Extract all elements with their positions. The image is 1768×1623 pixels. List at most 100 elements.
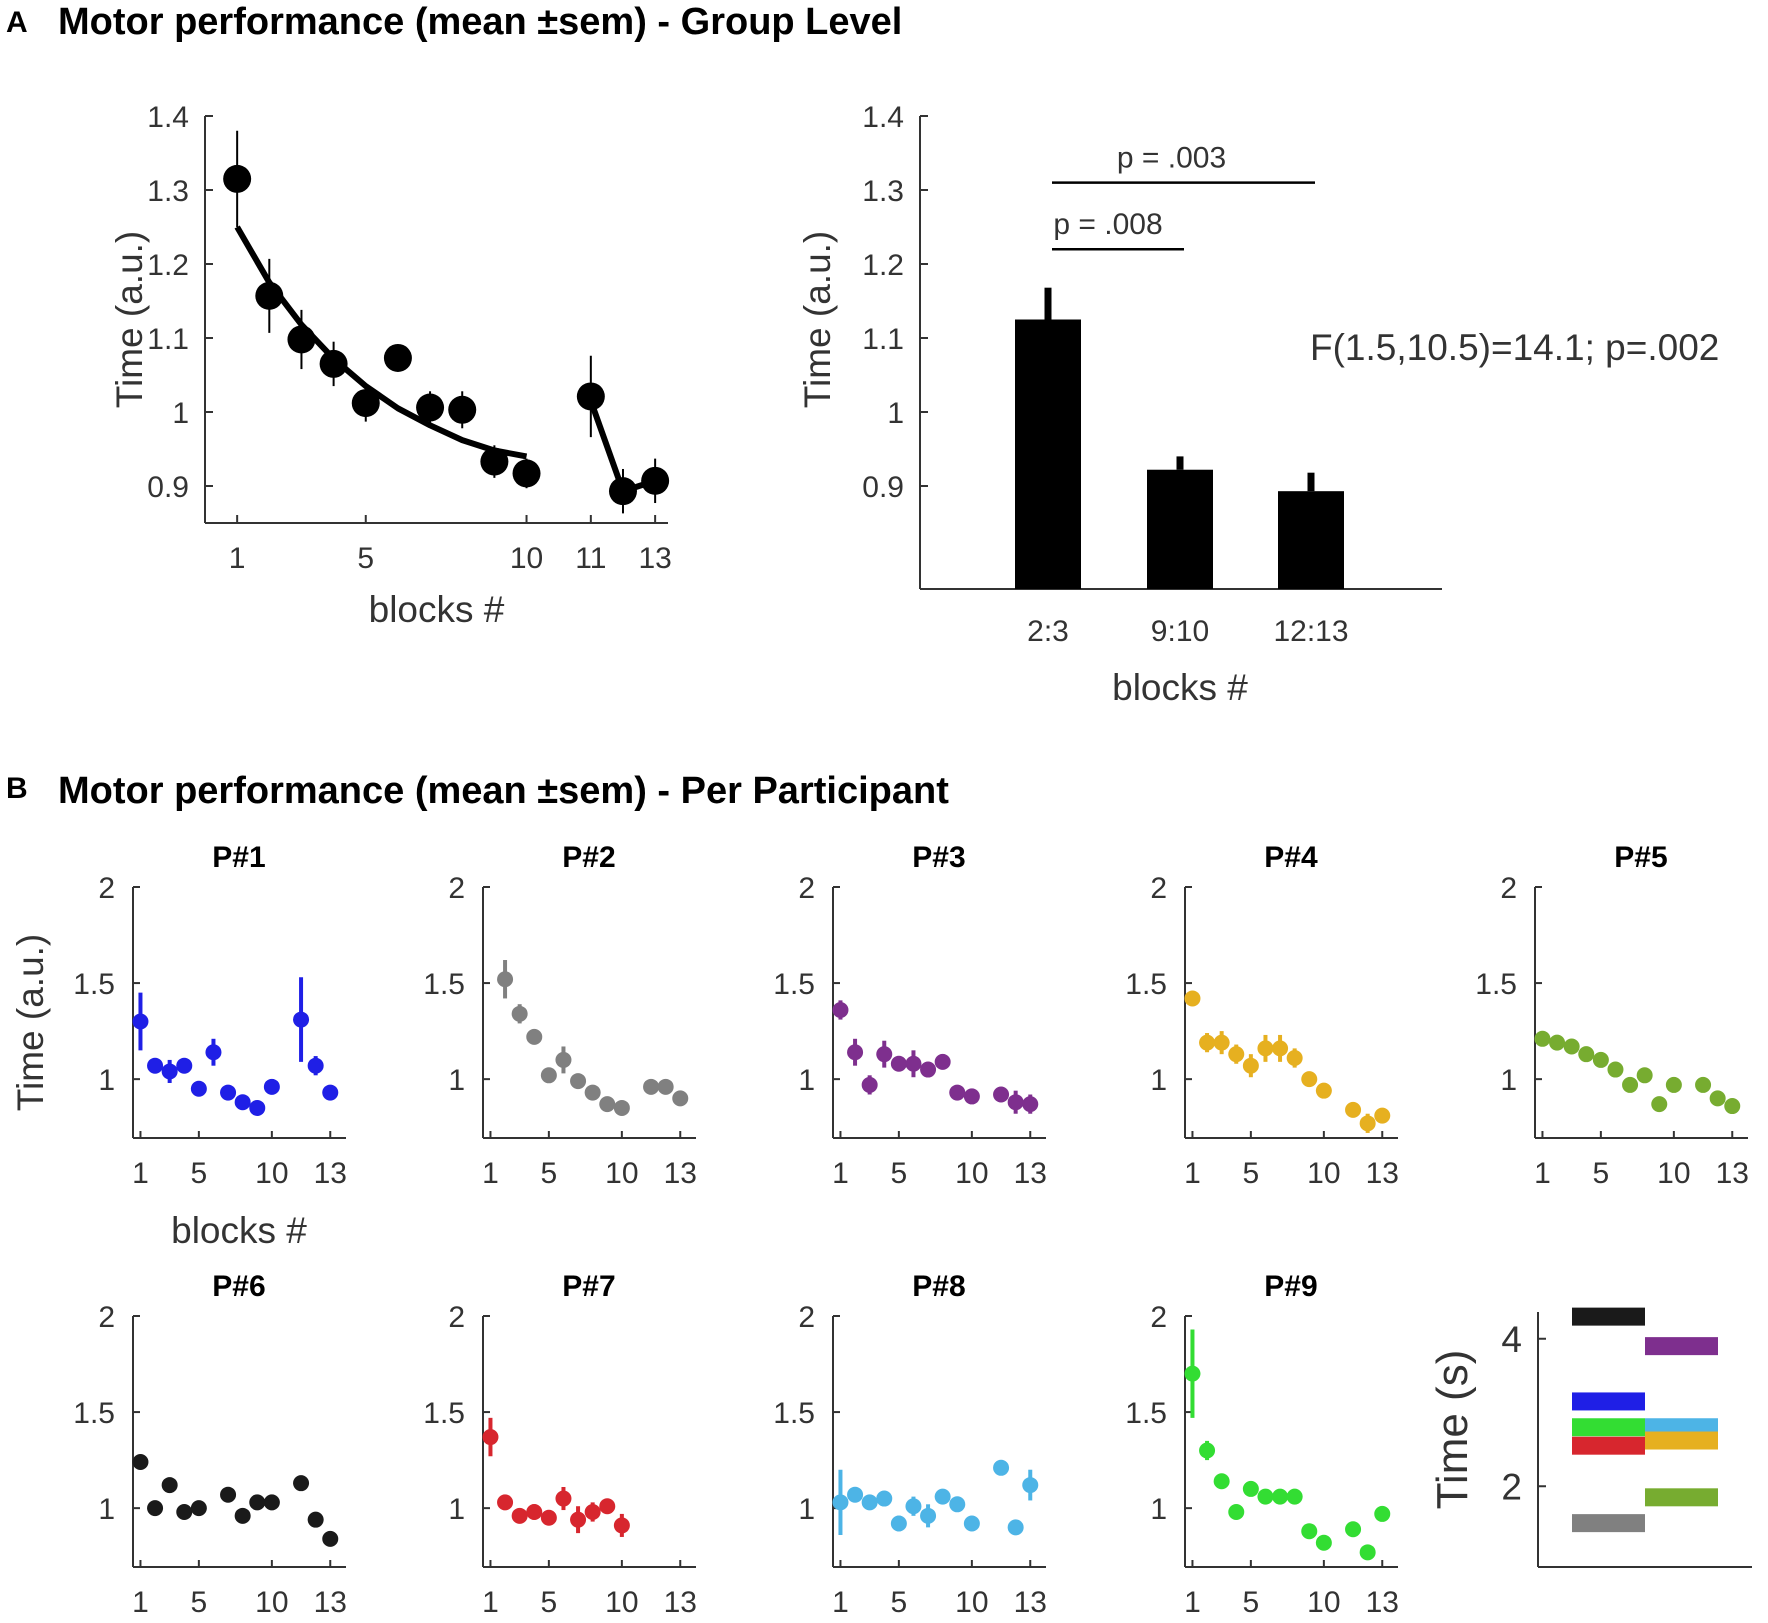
data-point bbox=[1724, 1098, 1741, 1115]
data-point bbox=[383, 343, 412, 372]
data-point bbox=[890, 1055, 907, 1072]
data-point bbox=[1286, 1050, 1303, 1067]
data-point bbox=[190, 1080, 207, 1097]
data-point bbox=[1257, 1488, 1274, 1505]
data-point bbox=[319, 349, 348, 378]
y-tick-label: 2 bbox=[1150, 1301, 1167, 1334]
y-tick-label: 1.5 bbox=[773, 1397, 815, 1430]
x-tick-label: 13 bbox=[1366, 1586, 1399, 1619]
y-tick-label: 1.2 bbox=[147, 249, 189, 282]
data-point bbox=[1374, 1505, 1391, 1522]
data-point bbox=[526, 1028, 543, 1045]
y-tick-label: 1 bbox=[798, 1493, 815, 1526]
data-point bbox=[1636, 1067, 1653, 1084]
chart-participant-6: P#6 1 1.5 2 1 5 10 13 bbox=[73, 1270, 347, 1619]
x-tick-label: 10 bbox=[510, 542, 543, 575]
y-tick-label: 1 bbox=[98, 1493, 115, 1526]
data-point bbox=[847, 1044, 864, 1061]
data-point bbox=[1651, 1096, 1668, 1113]
fit-line-blocks-11-12 bbox=[588, 399, 626, 493]
chart-participant-8: P#8 1 1.5 2 1 5 10 13 bbox=[773, 1270, 1047, 1619]
panel-a-letter: A bbox=[6, 6, 28, 39]
x-tick-label: 1 bbox=[482, 1157, 499, 1190]
chart-group-line: 0.9 1 1.1 1.2 1.3 1.4 1 5 10 11 13 blocks # Time (a.… bbox=[109, 101, 672, 630]
data-point bbox=[861, 1494, 878, 1511]
x-tick-label: 13 bbox=[1366, 1157, 1399, 1190]
data-point bbox=[1199, 1034, 1216, 1051]
x-tick-label: 13 bbox=[314, 1157, 347, 1190]
y-tick-label: 1.5 bbox=[1125, 968, 1167, 1001]
data-point bbox=[1022, 1477, 1039, 1494]
data-point bbox=[1709, 1090, 1726, 1107]
y-tick-label: 1.1 bbox=[147, 323, 189, 356]
x-tick-label: 13 bbox=[314, 1586, 347, 1619]
bar bbox=[1278, 491, 1344, 589]
data-point bbox=[1622, 1076, 1639, 1093]
data-point bbox=[190, 1500, 207, 1517]
data-point bbox=[540, 1509, 557, 1526]
data-point bbox=[1695, 1076, 1712, 1093]
y-axis-label: Time (a.u.) bbox=[797, 231, 838, 408]
data-point bbox=[1359, 1544, 1376, 1561]
x-tick-label: 10 bbox=[605, 1157, 638, 1190]
data-point bbox=[1199, 1442, 1216, 1459]
participant-title: P#1 bbox=[212, 841, 265, 874]
data-point bbox=[255, 281, 284, 310]
x-tick-label: 5 bbox=[191, 1586, 208, 1619]
x-axis-label: blocks # bbox=[369, 589, 505, 630]
data-point bbox=[570, 1511, 587, 1528]
data-point bbox=[147, 1057, 164, 1074]
x-tick-label: 5 bbox=[1243, 1157, 1260, 1190]
data-point bbox=[176, 1057, 193, 1074]
x-tick-label: 9:10 bbox=[1151, 615, 1209, 648]
data-point bbox=[570, 1073, 587, 1090]
data-point bbox=[234, 1094, 251, 1111]
data-point bbox=[890, 1515, 907, 1532]
data-point bbox=[1607, 1061, 1624, 1078]
x-tick-label: 10 bbox=[955, 1157, 988, 1190]
data-point bbox=[322, 1530, 339, 1547]
y-tick-label: 1 bbox=[448, 1493, 465, 1526]
data-point bbox=[949, 1496, 966, 1513]
data-point bbox=[223, 164, 252, 193]
x-tick-label: 13 bbox=[1014, 1586, 1047, 1619]
data-point bbox=[293, 1011, 310, 1028]
y-tick-label: 1.5 bbox=[1125, 1397, 1167, 1430]
y-tick-label: 2 bbox=[448, 872, 465, 905]
x-tick-label: 10 bbox=[255, 1157, 288, 1190]
chart-participant-5: P#5 1 1.5 2 1 5 10 13 bbox=[1475, 841, 1749, 1190]
significance-label: p = .003 bbox=[1117, 142, 1226, 175]
data-point bbox=[1007, 1519, 1024, 1536]
x-tick-label: 10 bbox=[1657, 1157, 1690, 1190]
x-tick-label: 5 bbox=[541, 1586, 558, 1619]
data-point bbox=[249, 1099, 266, 1116]
data-point bbox=[1228, 1503, 1245, 1520]
data-point bbox=[993, 1086, 1010, 1103]
y-tick-label: 1.3 bbox=[147, 175, 189, 208]
participant-title: P#4 bbox=[1264, 841, 1318, 874]
y-tick-label: 1 bbox=[448, 1064, 465, 1097]
y-axis-label: Time (a.u.) bbox=[109, 231, 150, 408]
x-tick-label: 5 bbox=[191, 1157, 208, 1190]
data-point bbox=[511, 1005, 528, 1022]
panel-b-title: Motor performance (mean ±sem) - Per Part… bbox=[58, 770, 949, 812]
y-tick-label: 1.5 bbox=[423, 968, 465, 1001]
data-point bbox=[876, 1046, 893, 1063]
data-point bbox=[643, 1078, 660, 1095]
data-point bbox=[161, 1477, 178, 1494]
chart-group-bar: 0.9 1 1.1 1.2 1.3 1.4 2:3 9:10 12:13 blocks # Time… bbox=[797, 101, 1442, 708]
x-tick-label: 10 bbox=[1307, 1586, 1340, 1619]
x-tick-label: 5 bbox=[1593, 1157, 1610, 1190]
data-point bbox=[482, 1429, 499, 1446]
data-point bbox=[526, 1503, 543, 1520]
data-point bbox=[657, 1078, 674, 1095]
data-point bbox=[832, 1001, 849, 1018]
chart-participant-7: P#7 1 1.5 2 1 5 10 13 bbox=[423, 1270, 697, 1619]
participant-title: P#9 bbox=[1264, 1270, 1317, 1303]
data-point bbox=[934, 1488, 951, 1505]
y-tick-label: 2 bbox=[798, 872, 815, 905]
data-point bbox=[1184, 990, 1201, 1007]
x-tick-label: 5 bbox=[1243, 1586, 1260, 1619]
